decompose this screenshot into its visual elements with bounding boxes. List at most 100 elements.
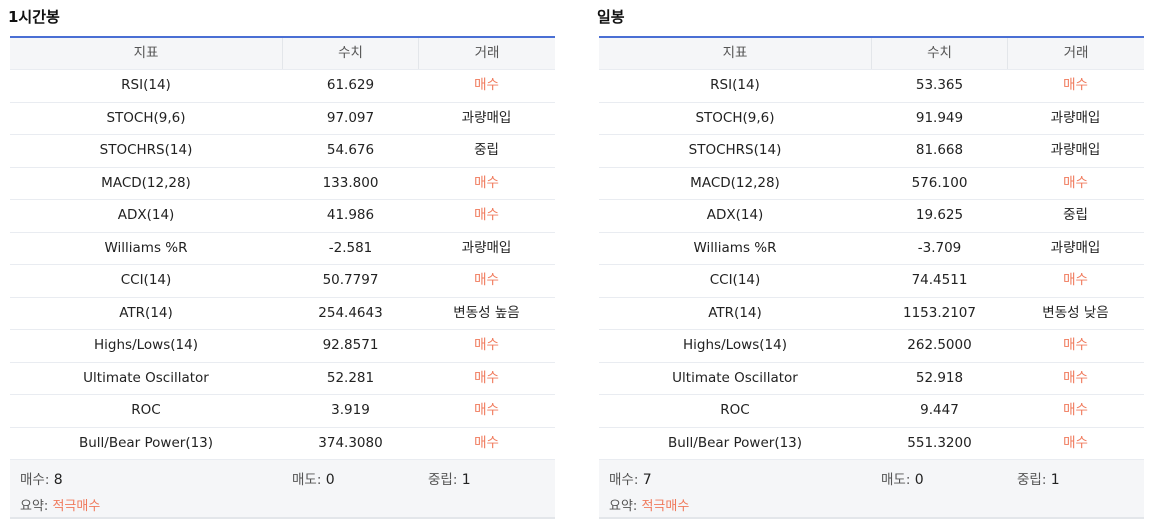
signal-label: 매수 <box>1063 434 1088 451</box>
signal-label: 매수 <box>474 207 499 223</box>
indicator-table: 지표 수치 거래 RSI(14) 53.365 매수 STOCH(9,6) 91.949… <box>599 36 1144 519</box>
indicator-name: RSI(14) <box>710 77 760 93</box>
table-row: ATR(14) 1153.2107 변동성 낮음 <box>599 298 1144 330</box>
table-row: MACD(12,28) 133.800 매수 <box>10 168 555 200</box>
table-row: Bull/Bear Power(13) 374.3080 매수 <box>10 428 555 460</box>
table-body: RSI(14) 53.365 매수 STOCH(9,6) 91.949 과량매입 STOCH… <box>599 70 1144 460</box>
table-row: STOCHRS(14) 81.668 과량매입 <box>599 135 1144 168</box>
daily-panel: 일봉 지표 수치 거래 RSI(14) 53.365 매수 STOCH(9,6) 91.… <box>597 0 1144 519</box>
indicator-value: 91.949 <box>915 109 964 126</box>
signal-label: 과량매입 <box>461 239 512 256</box>
signal-label: 매수 <box>1063 174 1088 191</box>
indicator-value: 53.365 <box>915 77 964 93</box>
indicator-value: -2.581 <box>328 239 373 256</box>
indicator-value: 1153.2107 <box>902 304 976 321</box>
panel-title: 1시간봉 <box>8 8 60 26</box>
indicator-value: 74.4511 <box>911 272 968 288</box>
table-row: STOCHRS(14) 54.676 중립 <box>10 135 555 168</box>
indicator-name: Ultimate Oscillator <box>672 369 798 386</box>
sell-count: 매도: 0 <box>881 472 924 488</box>
table-row: RSI(14) 53.365 매수 <box>599 70 1144 103</box>
indicator-name: ROC <box>720 402 750 418</box>
indicator-name: MACD(12,28) <box>690 174 780 191</box>
hourly-panel: 1시간봉 지표 수치 거래 RSI(14) 61.629 매수 STOCH(9,6) 9… <box>8 0 555 519</box>
indicator-name: CCI(14) <box>709 272 761 288</box>
indicator-value: 19.625 <box>915 207 964 223</box>
table-row: ATR(14) 254.4643 변동성 높음 <box>10 298 555 330</box>
indicator-name: ATR(14) <box>708 304 762 321</box>
indicator-name: Highs/Lows(14) <box>94 337 198 353</box>
indicator-value: 374.3080 <box>318 434 383 451</box>
signal-label: 매수 <box>474 434 499 451</box>
table-row: STOCH(9,6) 97.097 과량매입 <box>10 103 555 135</box>
indicator-name: MACD(12,28) <box>101 174 191 191</box>
indicator-name: ROC <box>131 402 161 418</box>
summary-bar: 매수: 8 매도: 0 중립: 1 요약: 적극매수 <box>10 460 555 519</box>
indicator-name: STOCHRS(14) <box>688 142 782 158</box>
buy-count: 매수: 7 <box>609 472 652 488</box>
column-header-value: 수치 <box>871 38 1007 69</box>
signal-label: 매수 <box>474 402 499 418</box>
indicator-name: Bull/Bear Power(13) <box>667 434 803 451</box>
signal-label: 매수 <box>1063 369 1088 386</box>
table-row: CCI(14) 50.7797 매수 <box>10 265 555 298</box>
table-row: Highs/Lows(14) 92.8571 매수 <box>10 330 555 363</box>
table-row: ADX(14) 19.625 중립 <box>599 200 1144 233</box>
indicator-name: Williams %R <box>104 239 188 256</box>
indicator-value: -3.709 <box>917 239 962 256</box>
sell-count: 매도: 0 <box>292 472 335 488</box>
table-body: RSI(14) 61.629 매수 STOCH(9,6) 97.097 과량매입 STOCH… <box>10 70 555 460</box>
indicator-name: Highs/Lows(14) <box>683 337 787 353</box>
indicator-value: 551.3200 <box>907 434 972 451</box>
summary-verdict: 요약: 적극매수 <box>609 499 690 514</box>
column-header-indicator: 지표 <box>133 45 159 61</box>
indicator-value: 97.097 <box>326 109 375 126</box>
signal-label: 변동성 낮음 <box>1042 304 1109 321</box>
neutral-count: 중립: 1 <box>1017 472 1060 488</box>
signal-label: 변동성 높음 <box>453 304 520 321</box>
summary-bar: 매수: 7 매도: 0 중립: 1 요약: 적극매수 <box>599 460 1144 519</box>
buy-count: 매수: 8 <box>20 472 63 488</box>
indicator-value: 61.629 <box>326 77 375 93</box>
indicator-value: 133.800 <box>322 174 379 191</box>
indicator-name: ADX(14) <box>117 207 175 223</box>
signal-label: 매수 <box>474 272 499 288</box>
indicator-value: 54.676 <box>326 142 375 158</box>
table-row: Williams %R -3.709 과량매입 <box>599 233 1144 265</box>
table-row: ROC 9.447 매수 <box>599 395 1144 428</box>
table-row: Highs/Lows(14) 262.5000 매수 <box>599 330 1144 363</box>
column-header-signal: 거래 <box>418 38 555 69</box>
table-row: CCI(14) 74.4511 매수 <box>599 265 1144 298</box>
table-header-row: 지표 수치 거래 <box>10 38 555 70</box>
indicator-value: 576.100 <box>911 174 968 191</box>
indicator-name: ATR(14) <box>119 304 173 321</box>
indicator-value: 3.919 <box>331 402 370 418</box>
table-row: Ultimate Oscillator 52.918 매수 <box>599 363 1144 395</box>
signal-label: 과량매입 <box>461 109 512 126</box>
indicator-name: RSI(14) <box>121 77 171 93</box>
indicator-name: ADX(14) <box>706 207 764 223</box>
signal-label: 매수 <box>1063 402 1088 418</box>
indicator-value: 9.447 <box>920 402 959 418</box>
table-row: Williams %R -2.581 과량매입 <box>10 233 555 265</box>
table-row: ROC 3.919 매수 <box>10 395 555 428</box>
indicator-value: 254.4643 <box>318 304 383 321</box>
indicator-name: STOCH(9,6) <box>106 109 186 126</box>
table-row: RSI(14) 61.629 매수 <box>10 70 555 103</box>
signal-label: 매수 <box>474 77 499 93</box>
signal-label: 과량매입 <box>1050 142 1101 158</box>
indicator-value: 92.8571 <box>322 337 379 353</box>
table-row: MACD(12,28) 576.100 매수 <box>599 168 1144 200</box>
indicator-name: Williams %R <box>693 239 777 256</box>
panel-title: 일봉 <box>597 8 625 26</box>
indicator-value: 52.918 <box>915 369 964 386</box>
indicator-name: Bull/Bear Power(13) <box>78 434 214 451</box>
column-header-signal: 거래 <box>1007 38 1144 69</box>
indicator-value: 81.668 <box>915 142 964 158</box>
table-row: STOCH(9,6) 91.949 과량매입 <box>599 103 1144 135</box>
signal-label: 중립 <box>1063 207 1088 223</box>
indicator-name: CCI(14) <box>120 272 172 288</box>
neutral-count: 중립: 1 <box>428 472 471 488</box>
column-header-indicator: 지표 <box>722 45 748 61</box>
column-header-value: 수치 <box>282 38 418 69</box>
